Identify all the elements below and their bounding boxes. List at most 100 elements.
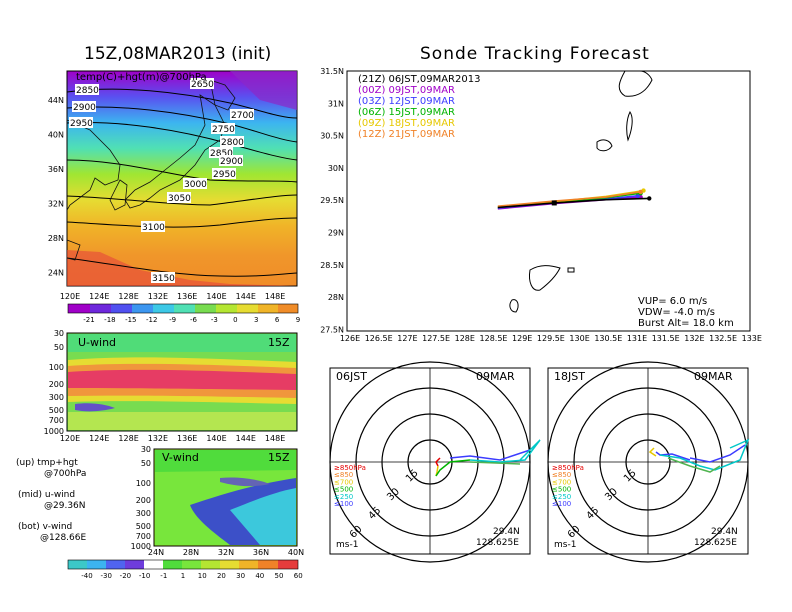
vwind-panel <box>153 448 298 547</box>
hodograph-left <box>329 361 541 563</box>
colorbar700-tick: 9 <box>296 316 300 324</box>
map700-lon-tick: 136E <box>177 292 197 301</box>
track-lon-tick: 130E <box>569 334 589 343</box>
colorbar-wind <box>67 559 299 570</box>
uwind-time: 15Z <box>268 336 290 349</box>
hodo-left-date: 09MAR <box>476 370 515 383</box>
track-line <box>497 197 650 209</box>
track-lat-tick: 31N <box>328 99 344 108</box>
track-lat-tick: 27.5N <box>320 325 344 334</box>
vwind-p-tick: 100 <box>136 479 151 488</box>
colorbar-wind-tick: 30 <box>236 572 245 580</box>
hodo-right-unit: ms-1 <box>554 540 577 550</box>
colorbar700-tick: -18 <box>104 316 115 324</box>
contour-label: 2900 <box>220 157 243 167</box>
vwind-lat-tick: 40N <box>288 548 304 557</box>
colorbar-wind-tick: 50 <box>275 572 284 580</box>
hodo-left-legend: ≤700 <box>334 478 353 486</box>
colorbar-wind-tick: -1 <box>160 572 167 580</box>
colorbar700-tick: -9 <box>169 316 176 324</box>
uwind-p-tick: 700 <box>49 416 64 425</box>
track-lon-tick: 129E <box>512 334 532 343</box>
contour-label: 2750 <box>212 125 235 135</box>
colorbar-wind-tick: 1 <box>181 572 185 580</box>
colorbar700-tick: -6 <box>190 316 198 324</box>
map-700hpa: 2850 2900 2950 2650 2700 2750 2800 2850 … <box>66 70 298 287</box>
colorbar-wind-tick: -20 <box>120 572 131 580</box>
track-lat-tick: 28N <box>328 293 344 302</box>
track-lon-tick: 133E <box>742 334 762 343</box>
param-vup: VUP= 6.0 m/s <box>638 296 708 307</box>
uwind-p-tick: 100 <box>49 363 64 372</box>
colorbar-wind-tick: -40 <box>81 572 92 580</box>
track-lon-tick: 130.5E <box>594 334 622 343</box>
note-mid-1: (mid) u-wind <box>18 490 76 500</box>
track-lat-tick: 30N <box>328 164 344 173</box>
colorbar-wind-tick: -30 <box>100 572 111 580</box>
contour-label: 3000 <box>184 180 207 190</box>
track-line <box>497 191 641 207</box>
track-lat-tick: 29N <box>328 229 344 238</box>
hodo-left-legend: ≤850 <box>334 471 353 479</box>
vwind-p-tick: 500 <box>136 522 151 531</box>
hodo-right-lon: 128.625E <box>694 538 737 548</box>
hodo-right-legend: ≤700 <box>552 478 571 486</box>
uwind-p-tick: 300 <box>49 393 64 402</box>
map700-lon-tick: 128E <box>118 292 138 301</box>
uwind-lon-tick: 144E <box>236 434 256 443</box>
uwind-p-tick: 200 <box>49 380 64 389</box>
map700-lon-tick: 120E <box>60 292 80 301</box>
colorbar700-tick: 6 <box>275 316 280 324</box>
vwind-time: 15Z <box>268 451 290 464</box>
contour-label: 2700 <box>231 111 254 121</box>
uwind-lon-tick: 148E <box>265 434 285 443</box>
map700-lat-tick: 40N <box>48 131 64 140</box>
track-midpoint-marker <box>551 200 557 206</box>
uwind-p-tick: 1000 <box>44 427 64 436</box>
uwind-lon-tick: 140E <box>206 434 226 443</box>
track-legend-entry: (06Z) 15JST,09MAR <box>358 107 455 118</box>
vwind-lat-tick: 28N <box>183 548 199 557</box>
colorbar700-tick: -12 <box>146 316 157 324</box>
hodo-right-lat: 29.4N <box>711 527 738 537</box>
contour-label: 2850 <box>210 149 233 159</box>
hodo-left-lat: 29.4N <box>493 527 520 537</box>
contour-label: 3050 <box>168 194 191 204</box>
uwind-lon-tick: 128E <box>118 434 138 443</box>
hodo-left-time: 06JST <box>336 370 367 383</box>
track-legend-entry: (09Z) 18JST,09MAR <box>358 118 455 129</box>
vwind-p-tick: 1000 <box>131 542 151 551</box>
track-lon-tick: 128E <box>455 334 475 343</box>
track-lon-tick: 128.5E <box>480 334 508 343</box>
colorbar700-tick: -21 <box>83 316 94 324</box>
hodo-right-legend: ≤500 <box>552 486 571 494</box>
uwind-lon-tick: 124E <box>89 434 109 443</box>
contour-label: 2950 <box>70 119 93 129</box>
note-mid-2: @29.36N <box>44 501 86 511</box>
map700-lon-tick: 124E <box>89 292 109 301</box>
hodo-left-legend: ≤100 <box>334 500 353 508</box>
colorbar700-tick: 3 <box>254 316 258 324</box>
hodo-right-date: 09MAR <box>694 370 733 383</box>
track-lon-tick: 132E <box>684 334 704 343</box>
vwind-p-tick: 200 <box>136 496 151 505</box>
track-lon-tick: 127.5E <box>422 334 450 343</box>
uwind-p-tick: 500 <box>49 406 64 415</box>
track-lat-tick: 31.5N <box>320 67 344 76</box>
track-endpoint <box>635 193 640 198</box>
colorbar-wind-tick: 10 <box>198 572 207 580</box>
uwind-lon-tick: 136E <box>177 434 197 443</box>
uwind-p-tick: 50 <box>54 343 64 352</box>
track-legend-entry: (03Z) 12JST,09MAR <box>358 96 455 107</box>
contour-label: 2900 <box>73 103 96 113</box>
track-lon-tick: 127E <box>397 334 417 343</box>
colorbar-700 <box>67 303 299 314</box>
map700-lat-tick: 32N <box>48 200 64 209</box>
hodo-right-legend: ≤250 <box>552 493 571 501</box>
param-burst: Burst Alt= 18.0 km <box>638 318 734 329</box>
vwind-p-tick: 300 <box>136 509 151 518</box>
map700-lon-tick: 144E <box>236 292 256 301</box>
contour-label: 3150 <box>152 274 175 284</box>
uwind-label: U-wind <box>78 336 117 349</box>
vwind-label: V-wind <box>162 451 199 464</box>
